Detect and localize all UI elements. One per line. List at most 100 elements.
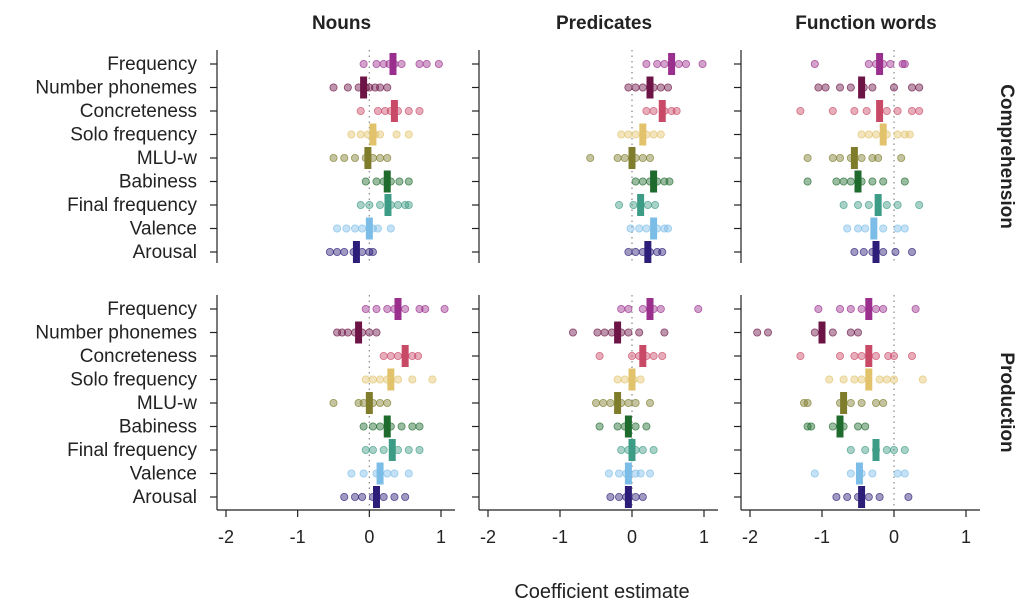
data-point — [620, 153, 629, 162]
mean-estimate-bar — [394, 298, 402, 320]
data-point — [358, 492, 367, 501]
data-point — [408, 375, 417, 384]
data-point — [379, 445, 388, 454]
mean-estimate-bar — [614, 321, 622, 344]
data-point — [629, 200, 638, 209]
data-point — [651, 200, 660, 209]
data-point — [857, 304, 866, 313]
data-point — [340, 247, 349, 256]
data-point — [414, 351, 423, 360]
data-point — [615, 200, 624, 209]
data-point — [631, 492, 640, 501]
data-point — [338, 328, 347, 337]
data-point — [626, 224, 635, 233]
series-frequency — [810, 53, 909, 75]
mean-estimate-bar — [365, 392, 373, 414]
data-point — [356, 130, 365, 139]
data-point — [828, 153, 837, 162]
data-point — [643, 200, 652, 209]
data-point — [911, 304, 920, 313]
data-point — [401, 492, 410, 501]
series-final-frequency — [846, 439, 909, 461]
series-mlu-w — [800, 392, 888, 414]
data-point — [658, 247, 667, 256]
mean-estimate-bar — [624, 415, 632, 438]
data-point — [358, 224, 367, 233]
data-point — [329, 83, 338, 92]
data-point — [359, 422, 368, 431]
mean-estimate-bar — [858, 486, 866, 508]
data-point — [857, 398, 866, 407]
data-point — [390, 469, 399, 478]
series-babiness — [359, 415, 424, 438]
predictor-label-solo-frequency: Solo frequency — [70, 125, 197, 146]
data-point — [915, 107, 924, 116]
mean-estimate-bar — [624, 486, 632, 508]
series-concreteness — [796, 100, 924, 122]
series-arousal — [624, 241, 667, 263]
data-point — [868, 83, 877, 92]
predictor-label-frequency: Frequency — [107, 299, 197, 320]
data-point — [846, 445, 855, 454]
series-solo-frequency — [825, 368, 927, 391]
mean-estimate-bar — [658, 100, 666, 122]
data-point — [615, 492, 624, 501]
series-concreteness — [796, 345, 917, 367]
data-point — [656, 130, 665, 139]
data-point — [843, 492, 852, 501]
data-point — [900, 469, 909, 478]
data-point — [857, 351, 866, 360]
data-point — [386, 351, 395, 360]
column-title-function-words: Function words — [795, 13, 936, 34]
data-point — [874, 153, 883, 162]
mean-estimate-bar — [352, 241, 360, 263]
data-point — [638, 153, 647, 162]
data-point — [379, 60, 388, 69]
mean-estimate-bar — [854, 170, 862, 193]
data-point — [646, 469, 655, 478]
data-point — [606, 492, 615, 501]
data-point — [861, 422, 870, 431]
mean-estimate-bar — [639, 345, 647, 367]
data-point — [638, 304, 647, 313]
data-point — [649, 130, 658, 139]
data-point — [624, 83, 633, 92]
data-point — [415, 422, 424, 431]
data-point — [642, 107, 651, 116]
data-point — [381, 107, 390, 116]
x-tick-label: -2 — [742, 527, 758, 547]
data-point — [617, 130, 626, 139]
series-arousal — [606, 486, 647, 508]
data-point — [850, 351, 859, 360]
data-point — [864, 60, 873, 69]
data-point — [753, 328, 762, 337]
data-point — [333, 247, 342, 256]
series-number-phonemes — [753, 321, 863, 344]
data-point — [372, 177, 381, 186]
data-point — [415, 304, 424, 313]
data-point — [832, 492, 841, 501]
data-point — [843, 224, 852, 233]
series-final-frequency — [615, 194, 660, 216]
predictor-label-concreteness: Concreteness — [80, 101, 197, 122]
data-point — [624, 398, 633, 407]
data-point — [613, 375, 622, 384]
data-point — [904, 492, 913, 501]
series-babiness — [361, 170, 413, 193]
data-point — [383, 304, 392, 313]
data-point — [682, 60, 691, 69]
data-point — [401, 304, 410, 313]
mean-estimate-bar — [646, 76, 654, 99]
mean-estimate-bar — [639, 123, 647, 146]
data-point — [857, 375, 866, 384]
mean-estimate-bar — [387, 368, 395, 391]
data-point — [635, 328, 644, 337]
data-point — [879, 398, 888, 407]
mean-estimate-bar — [383, 170, 391, 193]
data-point — [839, 200, 848, 209]
data-point — [796, 107, 805, 116]
mean-estimate-bar — [855, 462, 863, 485]
data-point — [361, 177, 370, 186]
data-point — [365, 200, 374, 209]
